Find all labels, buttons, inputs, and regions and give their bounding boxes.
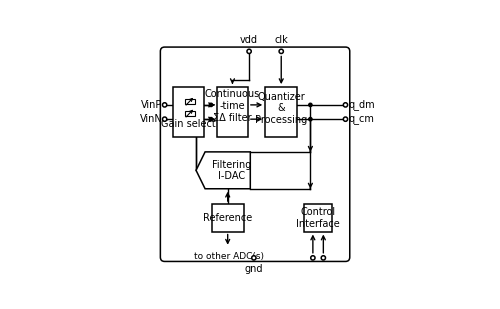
Circle shape: [344, 117, 347, 121]
FancyBboxPatch shape: [160, 47, 350, 261]
Circle shape: [210, 103, 212, 107]
Text: q_cm: q_cm: [348, 114, 374, 124]
Circle shape: [308, 117, 312, 121]
Text: Continuous
-time
ΣΔ filter: Continuous -time ΣΔ filter: [205, 90, 260, 123]
Text: Control
Interface: Control Interface: [296, 207, 340, 229]
Circle shape: [247, 49, 252, 53]
Circle shape: [279, 49, 283, 53]
Text: Filtering
I-DAC: Filtering I-DAC: [212, 159, 251, 181]
Text: Quantizer
&
Processing: Quantizer & Processing: [255, 92, 308, 125]
Text: VinP: VinP: [141, 100, 163, 110]
Circle shape: [321, 256, 326, 260]
Text: VinN: VinN: [140, 114, 162, 124]
Text: gnd: gnd: [244, 264, 263, 274]
FancyBboxPatch shape: [304, 204, 332, 231]
FancyBboxPatch shape: [184, 111, 194, 116]
FancyBboxPatch shape: [217, 87, 248, 137]
Text: vdd: vdd: [240, 35, 258, 45]
Circle shape: [308, 103, 312, 107]
FancyBboxPatch shape: [265, 87, 298, 137]
Circle shape: [162, 117, 167, 121]
Text: Gain select: Gain select: [161, 119, 216, 129]
Circle shape: [162, 103, 167, 107]
Text: clk: clk: [274, 35, 288, 45]
Circle shape: [344, 103, 347, 107]
Polygon shape: [196, 152, 250, 189]
Text: q_dm: q_dm: [348, 99, 375, 110]
FancyBboxPatch shape: [184, 99, 194, 104]
Text: to other ADC(s): to other ADC(s): [194, 252, 264, 261]
Circle shape: [310, 256, 315, 260]
FancyBboxPatch shape: [212, 204, 244, 231]
Circle shape: [252, 256, 256, 260]
Text: Reference: Reference: [203, 213, 252, 223]
Circle shape: [210, 117, 212, 121]
FancyBboxPatch shape: [173, 87, 204, 137]
